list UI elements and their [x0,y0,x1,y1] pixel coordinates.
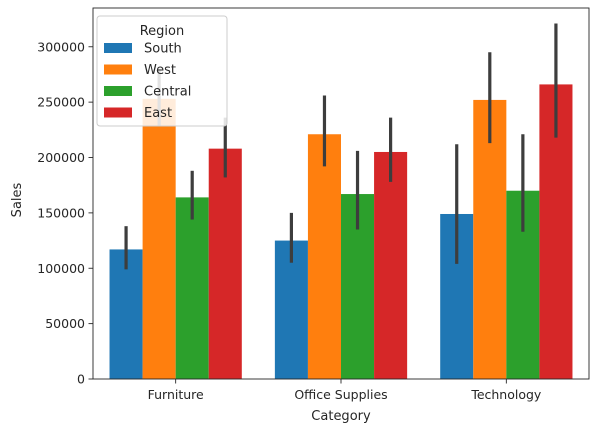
legend-swatch-west [104,64,132,75]
y-tick-label: 150000 [37,205,85,220]
y-axis-label: Sales [10,182,25,217]
bar-south-furniture [109,249,143,379]
legend-label-central: Central [144,85,191,100]
legend-swatch-east [104,107,132,118]
y-tick-label: 50000 [45,316,85,331]
bar-west-furniture [142,98,176,379]
legend-swatch-south [104,43,132,53]
y-tick-label: 250000 [37,95,85,110]
x-tick-label: Technology [470,387,542,402]
x-axis-label: Category [311,409,371,424]
bar-east-office-supplies [374,151,408,379]
legend: Region South West Central East [96,15,228,127]
bar-east-furniture [208,148,242,379]
legend-title: Region [140,24,185,39]
bar-west-technology [473,99,507,380]
legend-label-west: West [144,63,176,78]
y-tick-label: 300000 [37,39,85,54]
y-tick-label: 200000 [37,150,85,165]
legend-label-east: East [144,106,172,121]
legend-items: South West Central East [104,42,191,121]
bar-south-office-supplies [274,240,308,379]
x-tick-label: Furniture [148,387,204,402]
y-tick-label: 100000 [37,261,85,276]
axes-layer: 0 50000 100000 150000 200000 250000 300000 Furn… [37,7,590,402]
legend-label-south: South [144,42,182,57]
bar-west-office-supplies [307,134,341,379]
bar-central-furniture [175,197,209,379]
x-tick-label: Office Supplies [294,387,387,402]
y-tick-label: 0 [77,372,85,387]
legend-swatch-central [104,86,132,96]
bars-layer [109,84,573,380]
